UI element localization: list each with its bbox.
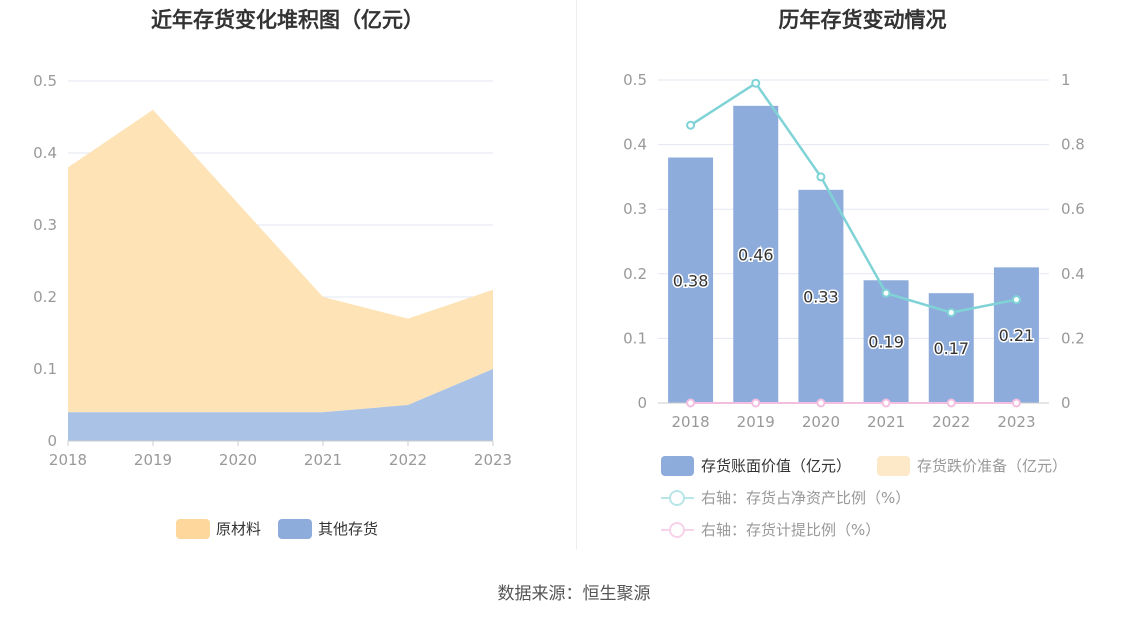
line-point [946,308,956,318]
x-tick-label: 2023 [997,413,1035,431]
bar-data-label: 0.19 [868,333,904,352]
bar-data-label: 0.17 [933,339,969,358]
legend-label: 原材料 [216,520,261,538]
y-tick-label: 0.2 [623,265,647,283]
bar [733,105,779,403]
bar-data-label: 0.38 [673,271,709,290]
line-point [881,398,891,408]
chart-title: 历年存货变动情况 [778,8,947,32]
x-tick-label: 2020 [219,451,257,469]
line-point [946,398,956,408]
line-point [686,120,696,130]
legend-swatch [176,519,210,539]
y2-tick-label: 0.2 [1061,329,1085,347]
bar-data-label: 0.46 [738,245,774,264]
y-tick-label: 0.4 [33,144,57,162]
legend-swatch [278,519,312,539]
y-tick-label: 0.4 [623,136,647,154]
line-point [751,78,761,88]
panel-divider [576,0,577,550]
legend-marker [669,522,685,538]
legend-label: 存货账面价值（亿元） [701,457,851,475]
stacked-area-chart-panel: 近年存货变化堆积图（亿元） 0 0.1 0.2 0.3 0.4 0.5 2018 2019 20… [0,0,575,560]
line-point [1011,398,1021,408]
x-tick-label: 2019 [737,413,775,431]
area-series-other-inventory [68,369,493,441]
y2-tick-label: 1 [1061,71,1071,89]
line-series-ratio [689,81,1017,314]
legend-label: 右轴：存货计提比例（%） [701,521,880,539]
y-tick-label: 0.3 [33,216,57,234]
area-series-raw-material [68,109,493,413]
bar [993,267,1039,403]
line-point [751,398,761,408]
y2-tick-label: 0.4 [1061,265,1085,283]
x-tick-label: 2019 [134,451,172,469]
y-tick-label: 0.1 [33,360,57,378]
bar [798,189,844,403]
x-tick-label: 2021 [304,451,342,469]
x-tick-label: 2022 [389,451,427,469]
chart-title: 近年存货变化堆积图（亿元） [151,8,424,32]
inventory-combo-chart: 0 0.1 0.2 0.3 0.4 0.5 0 0.2 0.4 0.6 0.8 1 0.38 0.46 0.… [623,71,1085,539]
bar-data-label: 0.33 [803,287,839,306]
y-tick-label: 0 [47,432,57,450]
line-point [881,288,891,298]
x-tick-label: 2023 [474,451,512,469]
x-tick-label: 2020 [802,413,840,431]
bar-data-label: 0.21 [999,326,1035,345]
legend-swatch [877,456,910,476]
legend-marker [669,490,685,506]
y2-tick-label: 0.6 [1061,200,1085,218]
y2-tick-label: 0 [1061,394,1071,412]
data-source: 数据来源：恒生聚源 [497,584,651,604]
legend-label: 其他存货 [318,520,378,538]
y-tick-label: 0.2 [33,288,57,306]
y-tick-label: 0 [637,394,647,412]
legend-swatch [661,456,694,476]
bar [668,157,714,403]
bar [863,280,909,403]
y-tick-label: 0.5 [623,71,647,89]
stacked-area-chart: 0 0.1 0.2 0.3 0.4 0.5 2018 2019 2020 2021 2022 2023… [33,72,512,539]
y2-tick-label: 0.8 [1061,136,1085,154]
x-tick-label: 2018 [49,451,87,469]
line-point [1011,295,1021,305]
x-tick-label: 2021 [867,413,905,431]
legend-label: 存货跌价准备（亿元） [917,457,1067,475]
y-tick-label: 0.3 [623,200,647,218]
x-tick-label: 2022 [932,413,970,431]
line-point [816,398,826,408]
line-point [816,172,826,182]
inventory-change-chart-panel: 历年存货变动情况 0 0.1 0.2 0.3 0.4 0.5 0 0.2 0.4 0.6 0.8 1 0… [577,0,1148,560]
y-tick-label: 0.1 [623,329,647,347]
line-point [686,398,696,408]
x-tick-label: 2018 [671,413,709,431]
legend-label: 右轴：存货占净资产比例（%） [701,489,910,507]
y-tick-label: 0.5 [33,72,57,90]
